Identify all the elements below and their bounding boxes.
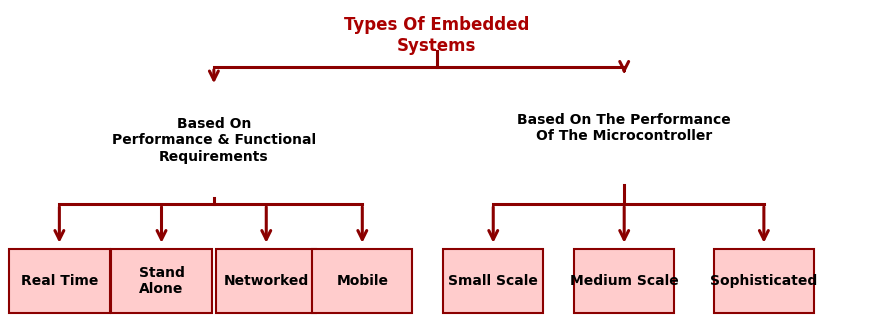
FancyBboxPatch shape [714, 249, 814, 313]
FancyBboxPatch shape [112, 249, 211, 313]
FancyBboxPatch shape [10, 249, 110, 313]
Text: Types Of Embedded
Systems: Types Of Embedded Systems [344, 16, 529, 55]
Text: Stand
Alone: Stand Alone [139, 266, 184, 296]
FancyBboxPatch shape [443, 249, 543, 313]
FancyBboxPatch shape [574, 249, 674, 313]
FancyBboxPatch shape [217, 249, 316, 313]
Text: Real Time: Real Time [21, 274, 98, 288]
Text: Sophisticated: Sophisticated [711, 274, 817, 288]
Text: Based On The Performance
Of The Microcontroller: Based On The Performance Of The Microcon… [518, 113, 731, 143]
Text: Networked: Networked [223, 274, 309, 288]
Text: Small Scale: Small Scale [449, 274, 538, 288]
Text: Based On
Performance & Functional
Requirements: Based On Performance & Functional Requir… [112, 117, 316, 164]
FancyBboxPatch shape [313, 249, 413, 313]
Text: Medium Scale: Medium Scale [570, 274, 678, 288]
Text: Mobile: Mobile [336, 274, 388, 288]
